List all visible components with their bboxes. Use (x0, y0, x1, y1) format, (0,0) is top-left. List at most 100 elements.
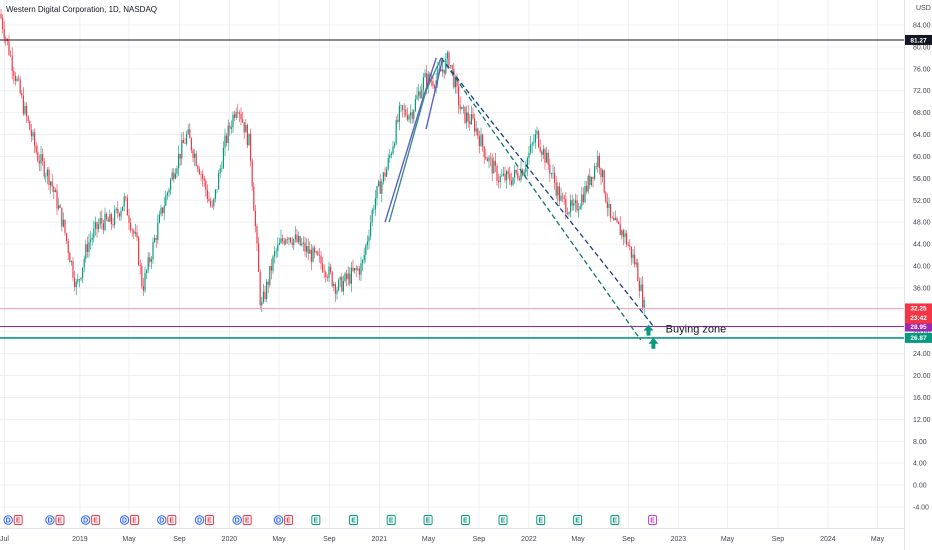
pattern-line (425, 57, 444, 130)
candle-body (280, 238, 282, 243)
candle-body (405, 109, 407, 116)
candle-body (530, 144, 532, 153)
candle-body (296, 234, 298, 242)
candle-body (74, 277, 76, 288)
x-tick-label: 2019 (72, 536, 88, 543)
candle-body (534, 134, 536, 143)
candle-body (3, 28, 5, 39)
candle-body (115, 208, 117, 211)
candle-body (10, 54, 12, 56)
x-tick-label: 2024 (820, 536, 836, 543)
candle-body (110, 214, 112, 225)
candle-body (384, 172, 386, 177)
candle-body (379, 181, 381, 194)
candle-body (614, 217, 616, 221)
y-tick-label: 36.00 (913, 285, 931, 292)
candle-body (523, 172, 525, 176)
candle-body (125, 196, 127, 198)
candle-body (165, 195, 167, 206)
candle-body (448, 52, 450, 66)
candle-body (64, 219, 66, 234)
earnings-icon (91, 515, 101, 525)
candle-body (154, 238, 156, 243)
candle-body (414, 99, 416, 111)
candle-body (194, 153, 196, 158)
candle-body (600, 168, 602, 178)
candle-body (80, 277, 82, 280)
candle-body (32, 132, 34, 137)
candle-body (61, 207, 63, 227)
candle-body (510, 180, 512, 185)
candle-body (251, 160, 253, 187)
candle-body (635, 262, 637, 265)
candle-body (566, 213, 568, 215)
candle-body (568, 212, 570, 215)
candle-body (579, 206, 581, 209)
chart-title: Western Digital Corporation, 1D, NASDAQ (6, 5, 157, 14)
candle-body (544, 149, 546, 163)
candle-body (254, 210, 256, 227)
candle-body (346, 273, 348, 280)
earnings-letter: E (501, 517, 506, 524)
time-axis[interactable]: Jul 2019 May Sep 2020 May Sep 2021 May Sep 2022 May… (0, 536, 885, 543)
candle-body (411, 112, 413, 119)
y-tick-label: 16.00 (913, 395, 931, 402)
dividend-letter: D (83, 517, 88, 524)
candle-body (274, 251, 276, 257)
level-label: 28.95 (910, 324, 927, 331)
candle-body (464, 106, 466, 123)
candle-body (358, 268, 360, 275)
candle-body (357, 268, 359, 270)
x-tick-label: Sep (772, 536, 785, 543)
candle-body (437, 69, 439, 81)
candle-body (453, 68, 455, 88)
candle-body (203, 178, 205, 181)
candle-body (320, 255, 322, 264)
candle-body (214, 189, 216, 199)
candle-body (496, 165, 498, 182)
candle-body (494, 160, 496, 166)
candle-body (107, 219, 109, 222)
y-tick-label: 56.00 (913, 176, 931, 183)
candle-body (202, 174, 204, 179)
candle-body (512, 177, 514, 185)
earnings-icon (284, 515, 294, 525)
level-label-bg (905, 321, 932, 332)
candle-body (349, 273, 351, 284)
candle-body (554, 173, 556, 183)
price-axis[interactable]: 84.00 80.00 76.00 72.00 68.00 64.00 60.00 56.00… (913, 23, 931, 512)
candle-body (450, 64, 452, 66)
candle-body (184, 143, 186, 144)
candle-body (362, 260, 364, 264)
candle-body (632, 254, 634, 258)
candle-body (42, 154, 44, 161)
candle-body (37, 152, 39, 162)
x-tick-label: May (122, 536, 136, 543)
candle-body (454, 78, 456, 88)
candle-body (350, 267, 352, 284)
y-tick-label: 68.00 (913, 110, 931, 117)
candle-body (605, 192, 607, 202)
candle-body (419, 91, 421, 98)
candle-body (146, 270, 148, 274)
y-tick-label: -4.00 (913, 505, 929, 512)
candle-body (539, 147, 541, 152)
candle-body (275, 250, 277, 252)
candle-body (26, 105, 28, 117)
candle-body (131, 230, 133, 231)
candle-body (533, 142, 535, 144)
candle-body (166, 192, 168, 196)
candle-body (344, 273, 346, 281)
candle-body (51, 181, 53, 187)
candle-body (395, 120, 397, 144)
earnings-letter: E (16, 517, 21, 524)
candle-body (410, 112, 412, 116)
candle-body (293, 239, 295, 245)
candle-body (278, 242, 280, 245)
candle-body (565, 198, 567, 214)
candle-body (469, 121, 471, 125)
candle-body (499, 176, 501, 182)
candle-body (354, 268, 356, 271)
candle-body (518, 178, 520, 180)
